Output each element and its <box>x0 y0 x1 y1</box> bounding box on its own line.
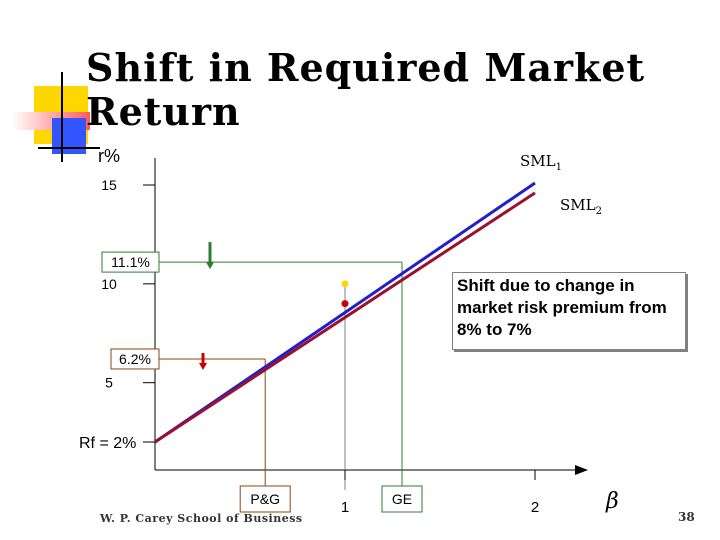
return-label: 6.2% <box>119 351 151 367</box>
beta-one-point <box>341 300 349 308</box>
beta-label: GE <box>392 491 412 507</box>
decor-vertical-line <box>61 72 63 162</box>
shift-arrowhead <box>199 362 207 370</box>
beta-label-box <box>381 485 423 513</box>
series-label-sml2: SML2 <box>560 196 602 217</box>
page-title: Shift in Required Market Return <box>86 46 686 134</box>
shift-callout: Shift due to change in market risk premi… <box>452 272 686 350</box>
return-label-box <box>101 251 160 273</box>
title-line-2: Return <box>86 89 241 134</box>
footer-school: W. P. Carey School of Business <box>100 512 303 525</box>
beta-one-point <box>341 280 349 288</box>
series-line-sml2 <box>154 191 536 444</box>
return-label-box <box>110 348 160 370</box>
title-line-1: Shift in Required Market <box>86 45 646 90</box>
y-tick-label: 5 <box>105 375 113 391</box>
y-tick-label-rf: Rf = 2% <box>79 435 136 452</box>
y-tick-label: 10 <box>101 276 117 292</box>
beta-label-box <box>239 485 291 513</box>
page-number: 38 <box>678 510 695 524</box>
x-tick-label: 2 <box>531 499 539 516</box>
beta-label: P&G <box>250 491 280 507</box>
decor-horizontal-line <box>38 147 100 149</box>
x-axis-arrowhead <box>575 465 588 475</box>
x-tick-label: 1 <box>341 499 349 516</box>
x-axis-beta-symbol: β <box>605 489 619 514</box>
y-axis-label: r% <box>98 146 120 166</box>
y-tick-label: 15 <box>101 177 117 193</box>
return-label: 11.1% <box>111 254 150 270</box>
series-label-sml1: SML1 <box>520 152 562 173</box>
shift-arrowhead <box>206 262 214 270</box>
